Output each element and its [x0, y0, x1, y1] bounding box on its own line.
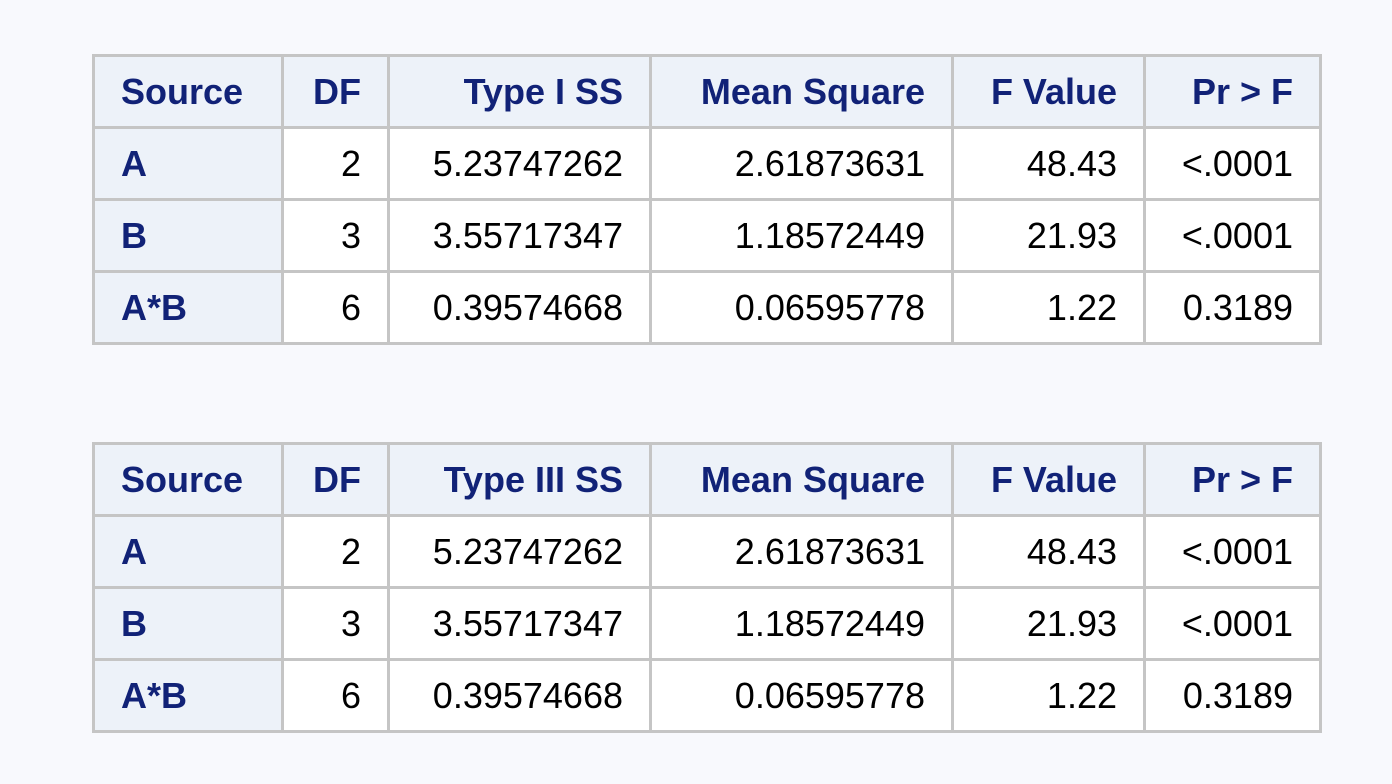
ss-cell: 0.39574668 — [387, 658, 652, 733]
mean-square-cell: 1.18572449 — [649, 198, 954, 273]
df-cell: 2 — [281, 514, 390, 589]
column-header-df: DF — [281, 54, 390, 129]
p-value-cell: <.0001 — [1143, 198, 1322, 273]
ss-cell: 5.23747262 — [387, 126, 652, 201]
type-i-ss-table: Source DF Type I SS Mean Square F Value … — [92, 54, 1322, 345]
column-header-f-value: F Value — [951, 54, 1146, 129]
mean-square-cell: 0.06595778 — [649, 270, 954, 345]
mean-square-cell: 2.61873631 — [649, 126, 954, 201]
column-header-source: Source — [92, 54, 284, 129]
column-header-pr-f: Pr > F — [1143, 442, 1322, 517]
type-iii-ss-table: Source DF Type III SS Mean Square F Valu… — [92, 442, 1322, 733]
table-row: B 3 3.55717347 1.18572449 21.93 <.0001 — [92, 586, 1322, 661]
p-value-cell: 0.3189 — [1143, 270, 1322, 345]
df-cell: 2 — [281, 126, 390, 201]
header-row: Source DF Type I SS Mean Square F Value … — [92, 54, 1322, 129]
table-row: A*B 6 0.39574668 0.06595778 1.22 0.3189 — [92, 270, 1322, 345]
ss-cell: 5.23747262 — [387, 514, 652, 589]
header-row: Source DF Type III SS Mean Square F Valu… — [92, 442, 1322, 517]
mean-square-cell: 2.61873631 — [649, 514, 954, 589]
f-value-cell: 48.43 — [951, 514, 1146, 589]
df-cell: 6 — [281, 270, 390, 345]
df-cell: 3 — [281, 198, 390, 273]
p-value-cell: <.0001 — [1143, 586, 1322, 661]
column-header-type-iii-ss: Type III SS — [387, 442, 652, 517]
table-row: A 2 5.23747262 2.61873631 48.43 <.0001 — [92, 514, 1322, 589]
table-row: A 2 5.23747262 2.61873631 48.43 <.0001 — [92, 126, 1322, 201]
f-value-cell: 48.43 — [951, 126, 1146, 201]
row-source-label: B — [92, 586, 284, 661]
table-row: B 3 3.55717347 1.18572449 21.93 <.0001 — [92, 198, 1322, 273]
f-value-cell: 21.93 — [951, 198, 1146, 273]
column-header-type-i-ss: Type I SS — [387, 54, 652, 129]
column-header-mean-square: Mean Square — [649, 442, 954, 517]
p-value-cell: <.0001 — [1143, 514, 1322, 589]
mean-square-cell: 0.06595778 — [649, 658, 954, 733]
column-header-df: DF — [281, 442, 390, 517]
row-source-label: A*B — [92, 270, 284, 345]
row-source-label: A — [92, 126, 284, 201]
column-header-source: Source — [92, 442, 284, 517]
column-header-f-value: F Value — [951, 442, 1146, 517]
df-cell: 6 — [281, 658, 390, 733]
row-source-label: B — [92, 198, 284, 273]
ss-cell: 0.39574668 — [387, 270, 652, 345]
column-header-mean-square: Mean Square — [649, 54, 954, 129]
row-source-label: A*B — [92, 658, 284, 733]
df-cell: 3 — [281, 586, 390, 661]
f-value-cell: 1.22 — [951, 270, 1146, 345]
ss-cell: 3.55717347 — [387, 198, 652, 273]
table-row: A*B 6 0.39574668 0.06595778 1.22 0.3189 — [92, 658, 1322, 733]
ss-cell: 3.55717347 — [387, 586, 652, 661]
column-header-pr-f: Pr > F — [1143, 54, 1322, 129]
f-value-cell: 1.22 — [951, 658, 1146, 733]
p-value-cell: <.0001 — [1143, 126, 1322, 201]
row-source-label: A — [92, 514, 284, 589]
p-value-cell: 0.3189 — [1143, 658, 1322, 733]
mean-square-cell: 1.18572449 — [649, 586, 954, 661]
f-value-cell: 21.93 — [951, 586, 1146, 661]
